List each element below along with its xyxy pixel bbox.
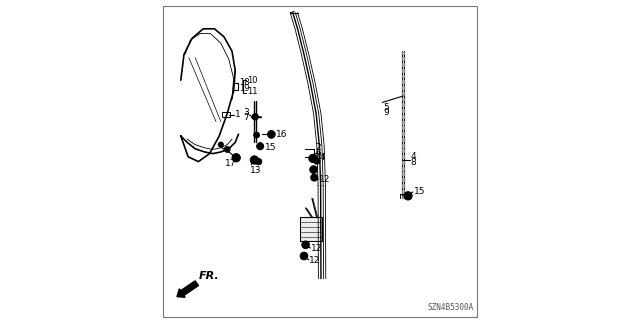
Circle shape: [308, 154, 317, 163]
Circle shape: [253, 132, 260, 138]
Text: 4: 4: [410, 152, 416, 161]
Text: 13: 13: [250, 166, 262, 175]
Text: 19: 19: [239, 84, 250, 93]
Circle shape: [310, 166, 317, 173]
Text: 15: 15: [415, 188, 426, 196]
Text: 5: 5: [383, 103, 388, 112]
Circle shape: [252, 158, 256, 162]
Text: 1: 1: [235, 110, 241, 119]
Text: 14: 14: [315, 153, 326, 162]
Text: SZN4B5300A: SZN4B5300A: [428, 303, 474, 312]
Text: 12: 12: [319, 175, 330, 184]
Text: 3: 3: [243, 108, 249, 116]
Circle shape: [225, 148, 229, 151]
Text: 18: 18: [239, 78, 250, 87]
Text: 12: 12: [311, 244, 323, 253]
Circle shape: [312, 176, 316, 180]
Text: 6: 6: [315, 149, 321, 158]
Text: 16: 16: [276, 130, 287, 139]
Circle shape: [312, 168, 316, 172]
Circle shape: [269, 132, 273, 136]
Circle shape: [300, 252, 308, 260]
Circle shape: [257, 143, 264, 150]
Text: 17: 17: [225, 159, 237, 168]
Circle shape: [218, 142, 223, 147]
Circle shape: [314, 158, 320, 164]
Circle shape: [255, 134, 258, 136]
Text: 11: 11: [247, 87, 257, 96]
Text: 12: 12: [310, 256, 321, 265]
Circle shape: [406, 194, 410, 198]
Circle shape: [311, 156, 315, 160]
FancyArrow shape: [177, 281, 198, 297]
Text: 7: 7: [243, 113, 249, 122]
Text: 15: 15: [265, 143, 276, 152]
Circle shape: [268, 131, 275, 138]
Text: FR.: FR.: [199, 271, 220, 281]
Circle shape: [253, 115, 257, 118]
Circle shape: [311, 174, 317, 181]
FancyBboxPatch shape: [300, 217, 323, 241]
Circle shape: [315, 159, 319, 163]
Circle shape: [250, 156, 259, 164]
Text: 9: 9: [383, 108, 388, 117]
Circle shape: [304, 243, 308, 247]
FancyBboxPatch shape: [222, 112, 230, 117]
Circle shape: [234, 156, 238, 160]
Text: 2: 2: [315, 143, 321, 152]
Circle shape: [219, 143, 223, 147]
Circle shape: [255, 158, 262, 165]
Circle shape: [225, 147, 230, 152]
Text: 10: 10: [247, 76, 257, 84]
Circle shape: [232, 154, 241, 162]
Circle shape: [404, 192, 412, 200]
Circle shape: [252, 114, 259, 120]
Circle shape: [302, 241, 310, 249]
Text: 8: 8: [410, 158, 416, 167]
Circle shape: [257, 160, 260, 164]
Circle shape: [302, 254, 306, 258]
Circle shape: [258, 144, 262, 148]
